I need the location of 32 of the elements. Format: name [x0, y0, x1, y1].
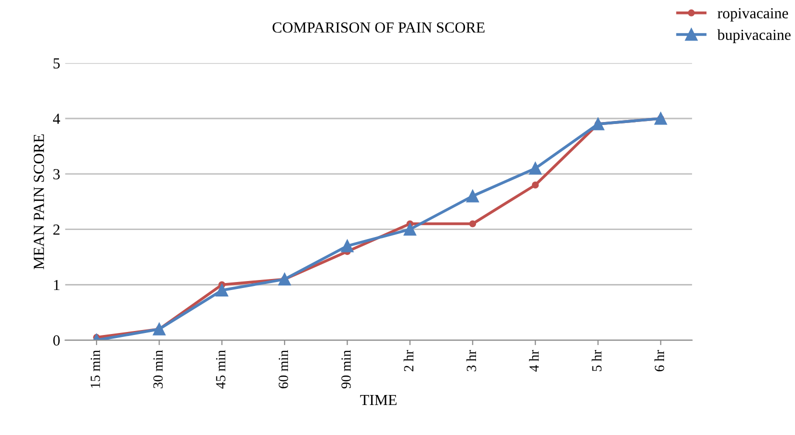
x-tick-label: 90 min: [341, 350, 351, 388]
point: [341, 240, 354, 252]
legend-label: bupivacaine: [717, 29, 791, 44]
point: [469, 220, 476, 228]
point: [592, 118, 604, 130]
x-axis-title: TIME: [360, 395, 397, 406]
point: [529, 162, 542, 175]
x-tick-label: 4 hr: [529, 350, 539, 372]
y-tick-label: 4: [52, 114, 60, 124]
y-tick-label: 1: [54, 280, 60, 290]
x-tick-label: 45 min: [216, 350, 226, 389]
x-tick-label: 30 min: [153, 350, 163, 388]
point: [216, 284, 228, 297]
y-tick-label: 3: [53, 169, 60, 180]
y-axis-title: MEAN PAIN SCORE: [34, 134, 44, 270]
y-tick-label: 0: [53, 335, 60, 346]
point: [532, 182, 539, 188]
legend-label: ropivacaine: [718, 8, 788, 22]
point: [404, 223, 416, 236]
x-tick-label: 15 min: [90, 350, 100, 388]
y-tick-label: 5: [54, 58, 60, 69]
point: [152, 322, 166, 336]
point: [654, 112, 667, 125]
y-tick-label: 2: [53, 224, 60, 235]
point: [278, 272, 291, 286]
x-tick-label: 6 hr: [654, 350, 664, 372]
x-tick-label: 60 min: [278, 350, 288, 388]
chart-title: COMPARISON OF PAIN SCORE: [272, 22, 484, 33]
point: [466, 190, 479, 202]
x-tick-label: 2 hr: [404, 350, 414, 372]
x-tick-label: 5 hr: [592, 350, 602, 372]
x-tick-label: 3 hr: [466, 350, 476, 372]
